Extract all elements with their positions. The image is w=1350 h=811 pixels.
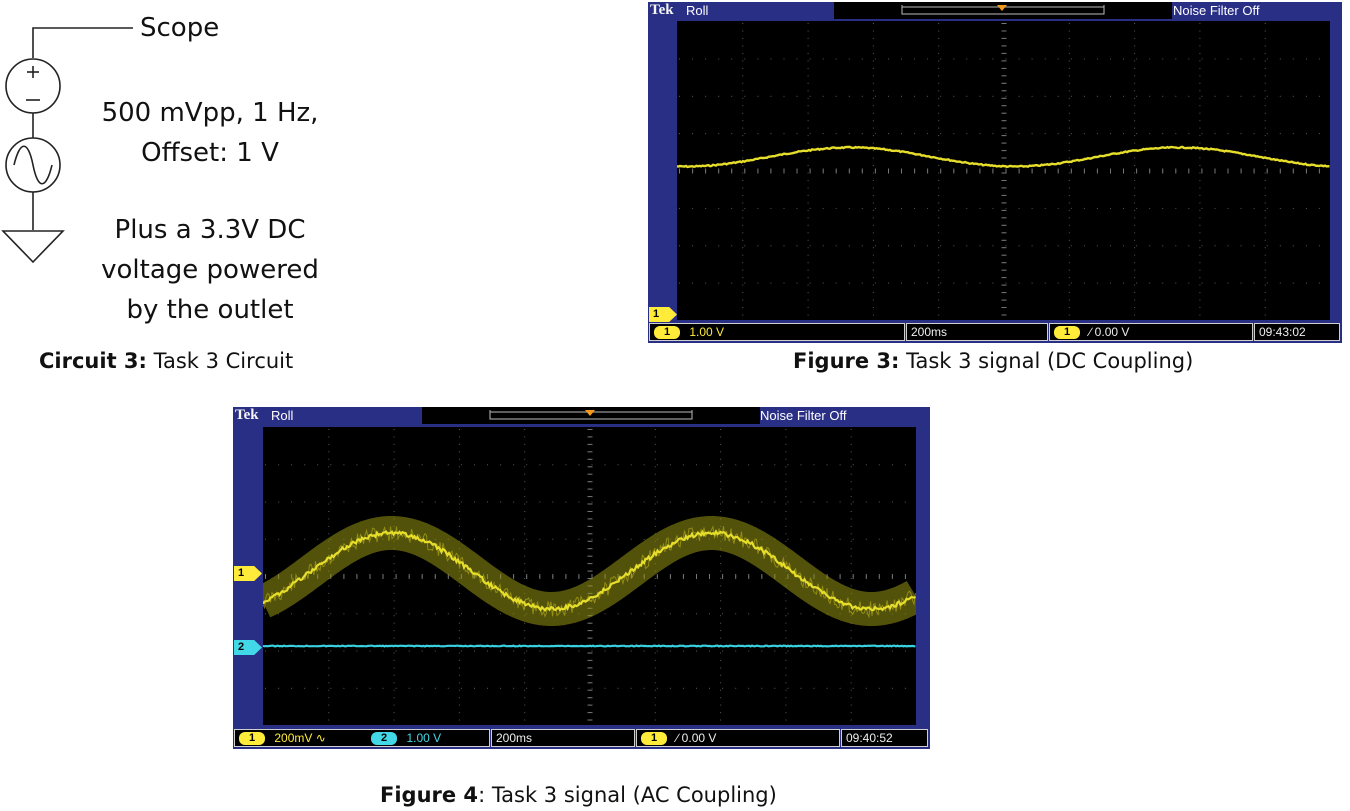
- figure3-brand: Tek: [650, 2, 674, 18]
- figure3-ch1-scale-box: 1 1.00 V: [649, 323, 905, 341]
- figure3-caption: Figure 3: Task 3 signal (DC Coupling): [793, 349, 1193, 373]
- figure4-trigger-chip: 1: [641, 732, 667, 746]
- figure4-timebase-box: 200ms: [491, 729, 635, 747]
- figure4-clock-box: 09:40:52: [841, 729, 928, 747]
- dc-note: Plus a 3.3V DC voltage powered by the ou…: [85, 210, 335, 330]
- figure4-timebase: 200ms: [496, 731, 533, 745]
- figure4-channels-box: 1 200mV ∿ 2 1.00 V: [234, 729, 490, 747]
- figure3-trigger-position-icon: [997, 5, 1007, 11]
- figure4-caption-text: : Task 3 signal (AC Coupling): [478, 783, 777, 807]
- figure3-clock: 09:43:02: [1259, 325, 1306, 339]
- ground-icon: [1, 230, 65, 264]
- figure3-ch1-scale: 1.00 V: [689, 325, 725, 339]
- figure4-caption: Figure 4: Task 3 signal (AC Coupling): [380, 783, 777, 807]
- circuit-caption-text: Task 3 Circuit: [146, 349, 294, 373]
- figure4-ch2-ground-marker: 2: [234, 640, 262, 655]
- figure3-timebase: 200ms: [911, 325, 948, 339]
- figure4-ch1-ground-marker: 1: [234, 566, 262, 581]
- source-params: 500 mVpp, 1 Hz, Offset: 1 V: [85, 93, 335, 173]
- figure4-brand: Tek: [235, 407, 259, 423]
- figure4-ch2-chip: 2: [371, 732, 398, 746]
- dc-note-line1: Plus a 3.3V DC: [114, 215, 306, 245]
- figure4-ch2-trace: [263, 644, 916, 648]
- figure3-caption-label: Figure 3:: [793, 349, 900, 373]
- figure4-trigger-box: 1 ∕ 0.00 V: [636, 729, 840, 747]
- figure4-ch1-chip: 1: [239, 732, 265, 746]
- figure3-trigger-box: 1 ∕ 0.00 V: [1049, 323, 1253, 341]
- figure3-ch1-trace: [677, 145, 1330, 169]
- figure4-graticule: [263, 427, 916, 725]
- figure4-scope-screen: Tek Roll Noise Filter Off 1 2 1 200mV ∿ …: [233, 407, 930, 749]
- figure4-trigger-level: ∕ 0.00 V: [676, 731, 717, 745]
- source-params-line2: Offset: 1 V: [141, 138, 279, 168]
- figure4-ch1-scale: 200mV ∿: [274, 731, 326, 745]
- figure4-record-view: [422, 407, 760, 424]
- figure3-record-view: [834, 2, 1172, 19]
- figure3-graticule: [677, 21, 1330, 320]
- figure3-scope-screen: Tek Roll Noise Filter Off 1 1 1.00 V 200…: [648, 2, 1342, 343]
- figure4-noise-filter: Noise Filter Off: [760, 408, 847, 423]
- circuit-caption-label: Circuit 3:: [39, 349, 147, 373]
- figure4-caption-label: Figure 4: [380, 783, 479, 807]
- figure4-ch2-scale: 1.00 V: [406, 731, 442, 745]
- source-params-line1: 500 mVpp, 1 Hz,: [101, 98, 319, 128]
- scope-label: Scope: [140, 13, 220, 43]
- figure4-mode: Roll: [271, 408, 294, 423]
- figure3-ch1-ground-marker: 1: [649, 307, 677, 322]
- figure3-ch1-chip: 1: [654, 326, 680, 340]
- figure3-bottom-bar: 1 1.00 V 200ms 1 ∕ 0.00 V 09:43:02: [648, 321, 1342, 343]
- circuit-schematic: [1, 27, 133, 264]
- circuit-caption: Circuit 3: Task 3 Circuit: [39, 349, 293, 373]
- figure4-trigger-position-icon: [585, 410, 595, 416]
- figure3-caption-text: Task 3 signal (DC Coupling): [899, 349, 1194, 373]
- figure4-ch1-trace: [263, 516, 916, 626]
- figure4-status-bar: Tek Roll Noise Filter Off: [233, 407, 930, 425]
- dc-note-line2: voltage powered: [101, 255, 319, 285]
- figure3-grid-dots: [679, 23, 1320, 316]
- figure3-noise-filter: Noise Filter Off: [1173, 3, 1260, 18]
- figure3-timebase-box: 200ms: [906, 323, 1048, 341]
- dc-note-line3: by the outlet: [126, 295, 294, 325]
- figure3-trigger-level: ∕ 0.00 V: [1089, 325, 1130, 339]
- figure4-bottom-bar: 1 200mV ∿ 2 1.00 V 200ms 1 ∕ 0.00 V 09:4…: [233, 727, 930, 749]
- figure3-status-bar: Tek Roll Noise Filter Off: [648, 2, 1342, 20]
- figure3-trigger-chip: 1: [1054, 326, 1080, 340]
- figure3-mode: Roll: [686, 3, 709, 18]
- figure3-clock-box: 09:43:02: [1254, 323, 1340, 341]
- figure4-clock: 09:40:52: [846, 731, 893, 745]
